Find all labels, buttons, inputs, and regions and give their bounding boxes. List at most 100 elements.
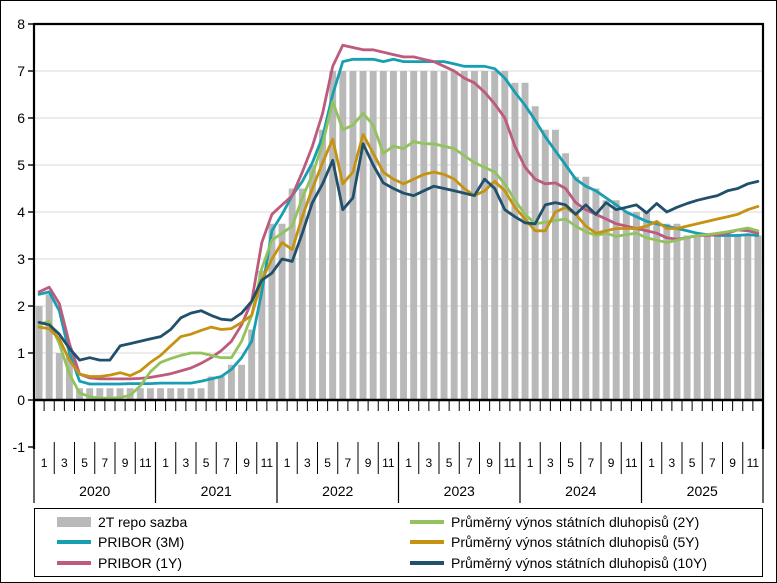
legend-label-bond-10y: Průměrný výnos státních dluhopisů (10Y) xyxy=(451,554,708,571)
repo-rate-bar xyxy=(349,71,357,400)
repo-rate-bar xyxy=(703,235,711,400)
repo-rate-bar xyxy=(96,388,104,400)
month-label: 11 xyxy=(625,456,638,470)
month-label: 1 xyxy=(41,456,48,470)
repo-rate-bar xyxy=(187,388,195,400)
line-pribor-3m xyxy=(37,57,760,386)
month-label: 1 xyxy=(648,456,655,470)
repo-rate-bar xyxy=(177,388,185,400)
repo-rate-bar xyxy=(551,129,559,400)
month-label: 3 xyxy=(426,456,433,470)
year-label: 2022 xyxy=(322,483,353,499)
repo-rate-bar xyxy=(207,376,215,400)
month-label: 5 xyxy=(203,456,210,470)
month-label: 11 xyxy=(747,456,760,470)
legend-label-bond-2y: Průměrný výnos státních dluhopisů (2Y) xyxy=(451,514,700,531)
repo-rate-bar xyxy=(329,71,337,400)
year-label: 2020 xyxy=(79,483,110,499)
repo-rate-bar xyxy=(713,235,721,400)
month-label: 5 xyxy=(81,456,88,470)
repo-rate-bar xyxy=(35,306,43,400)
repo-rate-bar xyxy=(319,129,326,400)
repo-rate-bar xyxy=(470,71,478,400)
repo-rate-bar xyxy=(298,188,306,400)
legend-item-pribor-3m: PRIBOR (3M) xyxy=(57,532,410,552)
repo-rate-bar xyxy=(521,82,529,400)
month-label: 1 xyxy=(284,456,291,470)
legend-item-bond-2y: Průměrný výnos státních dluhopisů (2Y) xyxy=(410,512,758,532)
y-axis-label: 5 xyxy=(17,157,25,173)
repo-rate-bar xyxy=(460,71,468,400)
month-label: 11 xyxy=(382,456,395,470)
bond-10y-line-swatch xyxy=(410,560,444,565)
repo-rate-bar xyxy=(167,388,175,400)
pribor-1y-line-swatch xyxy=(57,560,91,565)
repo-rate-bar xyxy=(339,71,347,400)
repo-rate-bar xyxy=(511,82,519,400)
repo-rate-bar xyxy=(268,223,276,400)
legend-label-repo: 2T repo sazba xyxy=(98,514,188,531)
month-label: 9 xyxy=(486,456,493,470)
repo-rate-bar xyxy=(238,364,245,400)
repo-rate-bar xyxy=(440,71,448,400)
repo-rate-bar xyxy=(541,129,549,400)
repo-rate-bar xyxy=(288,188,296,400)
month-label: 1 xyxy=(162,456,169,470)
month-label: 3 xyxy=(183,456,190,470)
repo-rate-bar xyxy=(683,235,691,400)
repo-rate-bar xyxy=(501,71,509,400)
repo-rate-bar xyxy=(632,212,640,400)
line-bond-10y xyxy=(37,142,760,362)
month-label: 7 xyxy=(345,456,352,470)
line-bond-2y xyxy=(37,100,760,400)
month-label: 1 xyxy=(527,456,534,470)
repo-rate-bar xyxy=(55,353,63,400)
repo-rate-bar xyxy=(86,388,94,400)
y-axis-label: 4 xyxy=(17,204,25,220)
month-label: 11 xyxy=(504,456,517,470)
repo-rate-bar xyxy=(400,71,407,400)
repo-rate-bar xyxy=(653,223,661,400)
line-bond-5y xyxy=(37,132,760,378)
month-label: 3 xyxy=(61,456,68,470)
bond-2y-line-swatch xyxy=(410,520,444,525)
repo-rate-bar xyxy=(136,388,144,400)
repo-rate-bar xyxy=(481,71,488,400)
month-label: 5 xyxy=(567,456,574,470)
repo-rate-bar xyxy=(248,329,256,400)
repo-rate-bar xyxy=(643,212,650,400)
repo-rate-bar xyxy=(157,388,164,400)
y-axis-label: 1 xyxy=(17,345,25,361)
repo-rate-bar xyxy=(430,71,438,400)
repo-rate-bar xyxy=(379,71,387,400)
y-axis-label: 6 xyxy=(17,110,25,126)
repo-rate-bar xyxy=(106,388,114,400)
repo-rate-bar xyxy=(734,235,742,400)
month-label: 7 xyxy=(223,456,230,470)
repo-rate-bar xyxy=(592,188,600,400)
repo-rate-bar xyxy=(410,71,418,400)
legend-label-bond-5y: Průměrný výnos státních dluhopisů (5Y) xyxy=(451,534,700,551)
repo-rate-bar xyxy=(724,235,731,400)
repo-rate-bar xyxy=(278,223,286,400)
pribor-3m-line-swatch xyxy=(57,540,91,545)
month-label: 3 xyxy=(304,456,311,470)
repo-rate-bar xyxy=(217,376,225,400)
month-label: 7 xyxy=(709,456,716,470)
repo-rate-bar xyxy=(45,294,53,400)
y-axis-label: 0 xyxy=(17,392,25,408)
y-axis-label: 8 xyxy=(17,16,25,32)
repo-bar-swatch xyxy=(57,517,91,528)
repo-rate-bar xyxy=(146,388,154,400)
repo-rate-bar xyxy=(197,388,205,400)
month-label: 9 xyxy=(608,456,615,470)
repo-rate-bar xyxy=(450,71,458,400)
repo-rate-bar xyxy=(572,176,580,400)
repo-rate-bar xyxy=(754,235,762,400)
repo-rate-bar xyxy=(420,71,428,400)
legend-item-bond-10y: Průměrný výnos státních dluhopisů (10Y) xyxy=(410,553,758,573)
chart-legend: 2T repo sazba PRIBOR (3M) PRIBOR (1Y) Pr… xyxy=(34,508,763,577)
repo-rate-bar xyxy=(622,212,630,400)
month-label: 7 xyxy=(102,456,109,470)
